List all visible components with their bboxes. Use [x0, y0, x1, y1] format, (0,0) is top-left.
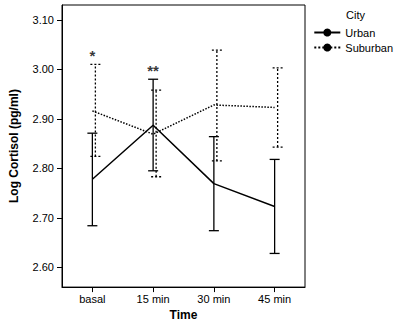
svg-text:30 min: 30 min [197, 293, 230, 305]
svg-text:basal: basal [79, 293, 105, 305]
svg-text:Log Cortisol (pg/ml): Log Cortisol (pg/ml) [7, 89, 21, 203]
svg-text:Time: Time [170, 308, 198, 322]
svg-text:2.90: 2.90 [33, 113, 54, 125]
svg-text:15 min: 15 min [137, 293, 170, 305]
svg-text:2.60: 2.60 [33, 261, 54, 273]
svg-text:City: City [346, 9, 365, 21]
svg-text:**: ** [147, 62, 159, 79]
svg-text:45 min: 45 min [258, 293, 291, 305]
svg-text:3.10: 3.10 [33, 14, 54, 26]
svg-text:Urban: Urban [345, 27, 375, 39]
svg-text:Suburban: Suburban [345, 42, 393, 54]
svg-text:*: * [89, 47, 95, 64]
svg-text:3.00: 3.00 [33, 63, 54, 75]
svg-text:2.70: 2.70 [33, 212, 54, 224]
svg-text:2.80: 2.80 [33, 162, 54, 174]
